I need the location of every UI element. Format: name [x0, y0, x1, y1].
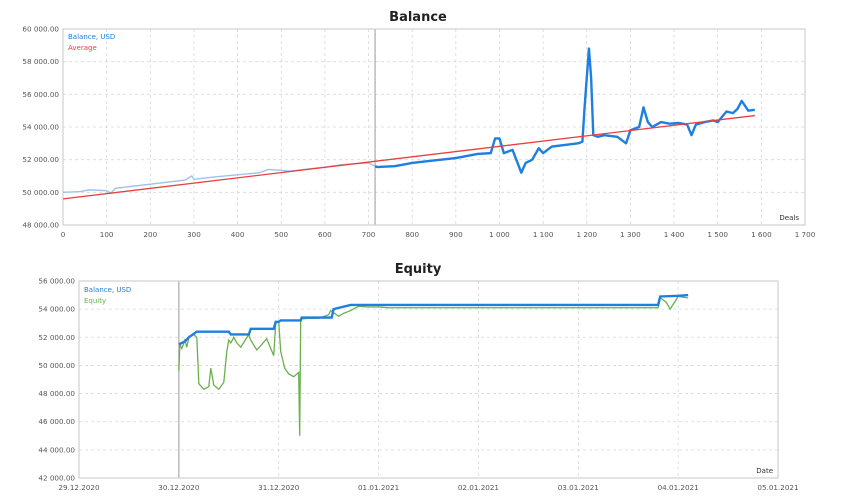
y-tick-label: 54 000.00	[22, 123, 59, 132]
balance-line	[178, 293, 689, 346]
x-tick-label: 02.01.2021	[458, 483, 499, 492]
x-tick-label: 100	[100, 230, 114, 239]
x-tick-label: 1 700	[795, 230, 816, 239]
balance-chart-title: Balance	[389, 10, 447, 25]
x-tick-label: 05.01.2021	[757, 483, 798, 492]
y-tick-label: 60 000.00	[22, 25, 59, 34]
balance-x-axis: 0 100 200 300 400 500 600 700 800 900 1 000 1 100 1 …	[61, 230, 816, 239]
balance-plot-frame	[62, 28, 806, 226]
x-tick-label: 0	[61, 230, 66, 239]
balance-series	[62, 47, 755, 200]
y-tick-label: 50 000.00	[22, 188, 59, 197]
y-tick-label: 48 000.00	[38, 389, 75, 398]
x-tick-label: 1 100	[533, 230, 554, 239]
balance-legend-balance: Balance, USD	[68, 33, 115, 41]
x-tick-label: 400	[231, 230, 245, 239]
y-tick-label: 44 000.00	[38, 445, 75, 454]
equity-y-axis: 42 000.00 44 000.00 46 000.00 48 000.00 50 0…	[38, 277, 75, 483]
equity-grid	[79, 281, 778, 478]
y-tick-label: 56 000.00	[22, 90, 59, 99]
x-tick-label: 01.01.2021	[358, 483, 399, 492]
x-tick-label: 1 300	[620, 230, 641, 239]
x-tick-label: 600	[318, 230, 332, 239]
balance-legend-average: Average	[68, 44, 97, 52]
equity-legend-balance: Balance, USD	[84, 286, 131, 294]
equity-series	[178, 293, 689, 436]
x-tick-label: 30.12.2020	[158, 483, 200, 492]
balance-chart: Balance 48 000.00 50 000.00 52 000.00 54 00…	[22, 10, 815, 239]
balance-line	[374, 47, 755, 174]
average-line	[62, 114, 755, 200]
x-tick-label: 800	[405, 230, 419, 239]
equity-chart: Equity 42 000.00 44 000.00 46 000.00 48 000…	[38, 262, 798, 492]
x-tick-label: 1 500	[707, 230, 728, 239]
x-tick-label: 900	[449, 230, 463, 239]
balance-x-axis-label: Deals	[779, 214, 799, 222]
x-tick-label: 700	[362, 230, 376, 239]
x-tick-label: 300	[187, 230, 201, 239]
x-tick-label: 31.12.2020	[258, 483, 300, 492]
y-tick-label: 48 000.00	[22, 221, 59, 230]
balance-y-axis: 48 000.00 50 000.00 52 000.00 54 000.00 56 0…	[22, 25, 59, 230]
x-tick-label: 1 000	[489, 230, 510, 239]
equity-legend-equity: Equity	[84, 297, 106, 305]
x-tick-label: 200	[143, 230, 157, 239]
x-tick-label: 1 400	[664, 230, 685, 239]
balance-grid	[63, 29, 805, 225]
x-tick-label: 29.12.2020	[58, 483, 100, 492]
equity-plot-frame	[78, 280, 779, 479]
x-tick-label: 04.01.2021	[658, 483, 699, 492]
y-tick-label: 50 000.00	[38, 361, 75, 370]
y-tick-label: 54 000.00	[38, 305, 75, 314]
y-tick-label: 52 000.00	[38, 333, 75, 342]
x-tick-label: 500	[274, 230, 288, 239]
y-tick-label: 52 000.00	[22, 155, 59, 164]
x-tick-label: 1 200	[576, 230, 597, 239]
equity-x-axis-label: Date	[756, 467, 773, 475]
x-tick-label: 1 600	[751, 230, 772, 239]
equity-chart-title: Equity	[395, 262, 442, 277]
y-tick-label: 58 000.00	[22, 57, 59, 66]
y-tick-label: 42 000.00	[38, 474, 75, 483]
y-tick-label: 56 000.00	[38, 277, 75, 286]
x-tick-label: 03.01.2021	[558, 483, 599, 492]
y-tick-label: 46 000.00	[38, 417, 75, 426]
equity-line	[178, 295, 689, 436]
equity-x-axis: 29.12.2020 30.12.2020 31.12.2020 01.01.2021…	[58, 483, 798, 492]
